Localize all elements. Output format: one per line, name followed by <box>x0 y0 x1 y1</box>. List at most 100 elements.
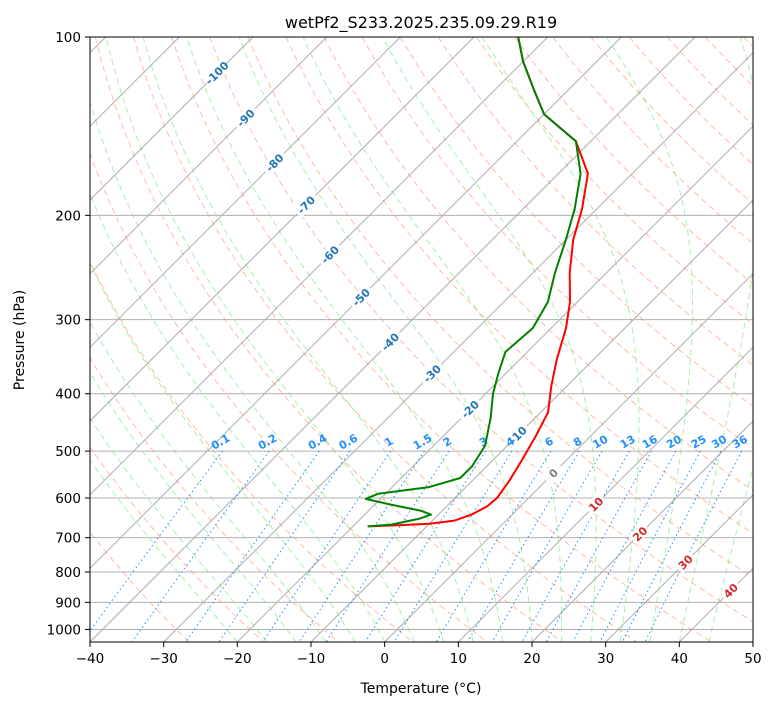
moist-adiabat-line <box>481 37 640 642</box>
plot-frame <box>89 36 754 643</box>
skewed-isotherms <box>90 37 753 642</box>
mixing-ratio-line <box>325 450 450 642</box>
mixing-ratio-label: 8 <box>571 435 584 450</box>
dry-adiabat-line <box>209 37 753 623</box>
chart-title: wetPf2_S233.2025.235.09.29.R19 <box>285 13 557 33</box>
y-tick-label: 400 <box>55 387 81 403</box>
pressure-gridlines <box>90 37 753 630</box>
dry-adiabat-line <box>171 37 712 642</box>
moist-adiabat-line <box>142 37 474 642</box>
isotherm-line <box>90 37 401 349</box>
mixing-ratio-line <box>218 450 351 642</box>
x-tick-label: −40 <box>76 651 105 667</box>
mixing-ratio-line <box>298 450 425 642</box>
x-tick-label: 0 <box>380 651 389 667</box>
dry-adiabat-line <box>666 37 753 126</box>
mixing-ratio-line <box>491 450 603 642</box>
isotherm-line <box>90 37 328 275</box>
dry-adiabat-line <box>514 37 753 285</box>
isotherm-label-bg <box>503 421 532 449</box>
x-tick-label: −20 <box>223 651 252 667</box>
moist-adiabat-line <box>186 37 503 642</box>
y-tick-label: 600 <box>55 491 81 507</box>
sounding-profiles <box>364 37 589 528</box>
isotherm-label-bg <box>628 521 652 546</box>
y-tick-label: 800 <box>55 565 81 581</box>
x-tick-label: −10 <box>297 651 326 667</box>
x-axis-label: Temperature (°C) <box>360 681 482 697</box>
isotherm-label-bg <box>417 359 446 388</box>
isotherm-line <box>678 567 753 642</box>
dry-adiabat-line <box>132 37 638 642</box>
isotherm-line <box>384 272 753 642</box>
y-tick-label: 300 <box>55 313 81 329</box>
isotherm-label-bg <box>202 58 231 87</box>
moist-adiabats <box>90 37 753 642</box>
dry-adiabat-line <box>437 37 753 366</box>
x-tick-label: 20 <box>523 651 540 667</box>
isotherm-line <box>752 641 753 642</box>
isotherm-label-bg <box>292 190 320 219</box>
isotherm-line <box>90 37 549 496</box>
dry-adiabat-line <box>323 37 753 491</box>
mixing-ratio-lines <box>90 450 743 642</box>
dry-adiabat-line <box>247 37 753 578</box>
dry-adiabat-line <box>704 37 753 87</box>
x-tick-label: 30 <box>597 651 614 667</box>
dry-adiabat-line <box>476 37 753 325</box>
moist-adiabat-line <box>90 262 356 642</box>
dry-adiabat-line <box>90 356 339 642</box>
moist-adiabat-line <box>238 37 533 642</box>
isotherm-line <box>605 493 753 642</box>
isotherm-line <box>531 420 753 642</box>
mixing-ratio-line <box>545 450 653 642</box>
y-axis-label: Pressure (hPa) <box>12 290 28 390</box>
dry-adiabat-line <box>90 446 264 642</box>
x-axis-ticks: −40 −30 −20 −10 0 10 20 30 40 50 <box>76 642 762 667</box>
mixing-ratio-line <box>572 450 677 642</box>
isotherm-line <box>163 51 753 642</box>
isotherm-line <box>310 199 753 642</box>
isotherm-line <box>90 37 475 422</box>
mixing-ratio-line <box>364 450 486 642</box>
mixing-ratio-label: 36 <box>730 432 750 451</box>
isotherm-line <box>90 37 254 201</box>
mixing-ratio-line <box>521 450 630 642</box>
profile-line <box>364 37 582 528</box>
moist-adiabat-line <box>678 37 753 642</box>
dry-adiabat-line <box>590 37 753 205</box>
plot-area: -100-90-80-70-60-50-40-30-20-10010203040… <box>90 37 753 642</box>
moist-adiabat-line <box>90 192 386 642</box>
dry-adiabat-line <box>743 37 753 48</box>
mixing-ratio-label: 30 <box>709 432 729 451</box>
isotherm-label-bg <box>260 148 289 177</box>
moist-adiabat-line <box>381 37 597 642</box>
moist-adiabat-line <box>90 459 238 642</box>
isotherm-line <box>90 37 622 570</box>
mixing-ratio-label: 13 <box>618 433 638 452</box>
mixing-ratio-label: 2 <box>441 435 454 450</box>
y-tick-label: 500 <box>55 444 81 460</box>
mixing-ratio-label: 1 <box>382 435 395 450</box>
moist-adiabat-line <box>90 321 327 642</box>
mixing-ratio-label: 0.4 <box>306 431 330 452</box>
y-axis-ticks: 100 200 300 400 500 600 700 800 900 1000 <box>47 30 90 638</box>
mixing-ratio-label: 10 <box>591 432 611 451</box>
x-tick-label: 40 <box>671 651 688 667</box>
moist-adiabat-line <box>105 37 445 642</box>
isotherm-label: -100 <box>203 59 232 88</box>
moist-adiabat-line <box>90 371 297 642</box>
y-tick-label: 900 <box>55 595 81 611</box>
y-tick-label: 200 <box>55 208 81 224</box>
isotherm-label-bg <box>231 103 260 132</box>
mixing-ratio-line <box>467 450 580 642</box>
isotherm-label-bg <box>583 492 608 516</box>
y-tick-label: 100 <box>55 30 81 46</box>
isotherm-label-bg <box>346 283 375 311</box>
y-tick-label: 1000 <box>47 622 81 638</box>
mixing-ratio-label: 1.5 <box>411 432 434 453</box>
mixing-ratio-line <box>262 450 392 642</box>
dry-adiabat-line <box>90 531 190 642</box>
mixing-ratio-line <box>621 450 722 642</box>
